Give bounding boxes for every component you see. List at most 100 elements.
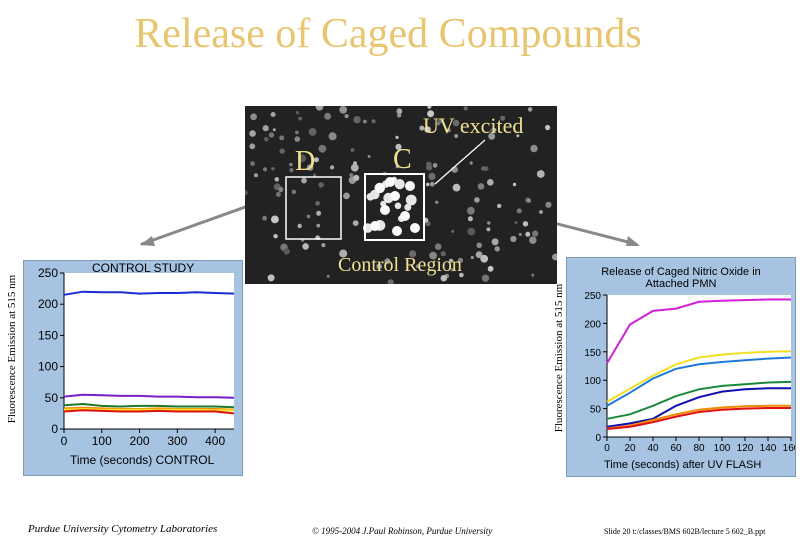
series-line-magenta <box>606 298 791 364</box>
cell-speckle <box>436 122 440 126</box>
cell-speckle <box>489 128 494 133</box>
caged-no-release-plot: 0 50 100 150 200 250 0 20 40 60 80 100 120 140 160 <box>584 291 799 454</box>
x-tick-label: 300 <box>167 434 187 448</box>
control-region-label: Control Region <box>338 254 462 276</box>
uv-pointer-line <box>434 139 486 185</box>
x-tick-label: 60 <box>670 443 682 454</box>
x-tick-label: 0 <box>604 443 610 454</box>
cell-speckle <box>467 227 476 236</box>
footer-lab-name: Purdue University Cytometry Laboratories <box>28 523 218 535</box>
cell-speckle <box>387 279 394 286</box>
cell-speckle <box>250 161 255 166</box>
cell-speckle <box>415 264 420 268</box>
series-line-blue <box>63 290 235 296</box>
cell-speckle <box>308 128 317 136</box>
cell-speckle <box>272 128 276 132</box>
cell-speckle <box>264 136 269 142</box>
cell-speckle <box>268 132 275 138</box>
cell-speckle <box>428 172 436 180</box>
cell-speckle <box>353 116 361 124</box>
x-tick-label: 100 <box>92 434 112 448</box>
release-chart-xlabel: Time (seconds) after UV FLASH <box>604 459 762 471</box>
cell-speckle <box>262 167 268 172</box>
uv-excited-label: UV excited <box>423 113 524 138</box>
cell-speckle <box>530 144 538 153</box>
control-chart-title: CONTROL STUDY <box>92 261 195 275</box>
series-line-purple <box>63 393 235 399</box>
caged-no-release-chart: 0 50 100 150 200 250 0 20 40 60 80 100 120 140 160 Rel… <box>553 257 800 477</box>
x-tick-label: 120 <box>737 443 754 454</box>
y-tick-label: 100 <box>38 360 58 374</box>
cell-speckle <box>343 192 350 200</box>
cell-speckle <box>326 274 330 278</box>
cell-speckle <box>488 132 496 140</box>
cell-speckle <box>474 197 480 203</box>
cell-speckle <box>451 229 455 233</box>
series-line-sky <box>606 356 792 407</box>
cell-speckle <box>446 128 451 133</box>
x-tick-label: 80 <box>693 443 705 454</box>
x-tick-label: 40 <box>647 443 659 454</box>
cell-speckle <box>459 272 464 278</box>
cell-speckle <box>539 210 543 214</box>
cell-speckle <box>432 163 438 168</box>
cell-speckle <box>404 203 412 211</box>
cell-speckle <box>435 200 439 204</box>
y-tick-label: 100 <box>584 376 601 387</box>
region-c-label: C <box>393 144 412 175</box>
footer-slide-info: Slide 20 t:/classes/BMS 602B/lecture 5 6… <box>604 527 766 536</box>
cell-speckle <box>429 181 435 187</box>
cell-speckle <box>262 215 267 221</box>
cell-speckle <box>467 216 473 222</box>
cell-speckle <box>339 249 348 258</box>
series-line-green <box>63 402 235 409</box>
cell-speckle <box>440 251 446 257</box>
cell-speckle <box>531 273 535 277</box>
cell-speckle <box>350 163 359 172</box>
cell-speckle <box>249 130 256 137</box>
cell-speckle <box>512 182 517 187</box>
cell-speckle <box>328 132 337 141</box>
cell-speckle <box>384 258 391 265</box>
cell-speckle <box>529 236 537 244</box>
y-tick-label: 50 <box>45 391 59 405</box>
cell-speckle <box>279 135 285 141</box>
plot-area <box>607 295 791 437</box>
slide-title: Release of Caged Compounds <box>134 11 642 57</box>
control-study-plot: 0 50 100 150 200 250 0 100 200 300 400 <box>38 266 235 448</box>
series-line-yellow <box>63 407 234 412</box>
cell-speckle <box>514 221 518 224</box>
footer-copyright: © 1995-2004 J.Paul Robinson, Purdue Univ… <box>312 526 493 536</box>
region-d-box <box>285 176 342 240</box>
cell-speckle <box>316 223 321 228</box>
uv-excited-cell <box>410 223 420 233</box>
cell-speckle <box>321 243 326 248</box>
cell-speckle <box>510 235 517 243</box>
y-tick-label: 150 <box>584 348 601 359</box>
cell-speckle <box>497 203 502 209</box>
cell-speckle <box>316 210 322 216</box>
y-tick-label: 50 <box>590 405 602 416</box>
cell-speckle <box>394 179 405 190</box>
series-line-darkgreen <box>606 380 792 420</box>
series-line-orange <box>606 404 791 430</box>
cell-speckle <box>289 168 294 173</box>
region-d-label: D <box>295 146 316 177</box>
series-line-red <box>606 407 791 430</box>
cell-speckle <box>448 258 454 263</box>
cell-speckle <box>313 173 317 177</box>
cell-speckle <box>279 148 285 154</box>
release-chart-title: Release of Caged Nitric Oxide in Attache… <box>601 266 761 290</box>
control-chart-xlabel: Time (seconds) CONTROL <box>70 453 215 467</box>
release-chart-ylabel: Fluorescence Emission at 515 nm <box>553 283 566 433</box>
cell-speckle <box>476 242 482 249</box>
cell-speckle <box>324 112 332 120</box>
cell-speckle <box>500 115 506 121</box>
cell-speckle <box>298 116 303 121</box>
cell-speckle <box>532 230 539 237</box>
y-tick-label: 250 <box>38 266 58 280</box>
cell-speckle <box>405 194 417 206</box>
cell-speckle <box>477 183 485 190</box>
cell-speckle <box>452 119 460 127</box>
series-line-yellow <box>606 350 792 403</box>
